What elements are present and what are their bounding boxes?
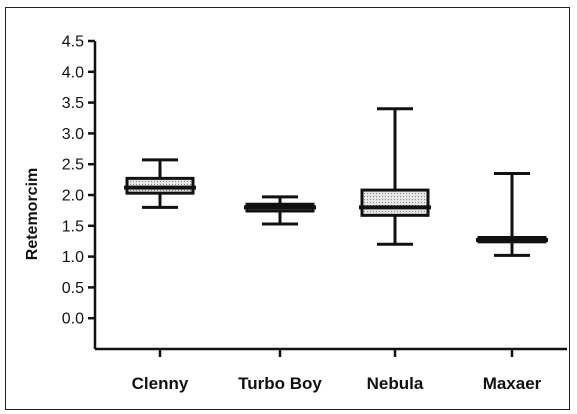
y-tick-label: 0.5 — [62, 280, 84, 297]
box-iqr — [360, 188, 430, 217]
y-tick-label: 3.5 — [62, 95, 84, 112]
y-axis-title: Retemorcim — [24, 168, 41, 260]
y-tick-label: 1.0 — [62, 249, 84, 266]
x-tick-label: Turbo Boy — [238, 374, 322, 393]
box-turbo-boy — [244, 195, 316, 226]
box-maxaer — [476, 171, 548, 257]
x-tick-label: Clenny — [132, 374, 189, 393]
x-tick-label: Nebula — [367, 374, 424, 393]
y-axis: 0.0 0.5 1.0 1.5 2.0 2.5 3.0 3.5 4.0 4.5 — [62, 34, 97, 349]
y-tick-label: 2.0 — [62, 188, 84, 205]
y-tick-label: 1.5 — [62, 218, 84, 235]
y-tick-label: 2.5 — [62, 157, 84, 174]
y-tick-label: 3.0 — [62, 126, 84, 143]
box-clenny — [124, 158, 196, 209]
x-tick-label: Maxaer — [483, 374, 542, 393]
y-tick-label: 0.0 — [62, 311, 84, 328]
y-tick-label: 4.5 — [62, 34, 84, 51]
box-nebula — [359, 107, 431, 246]
boxes-group — [124, 107, 548, 257]
x-axis: Clenny Turbo Boy Nebula Maxaer — [95, 347, 567, 393]
y-tick-label: 4.0 — [62, 64, 84, 81]
